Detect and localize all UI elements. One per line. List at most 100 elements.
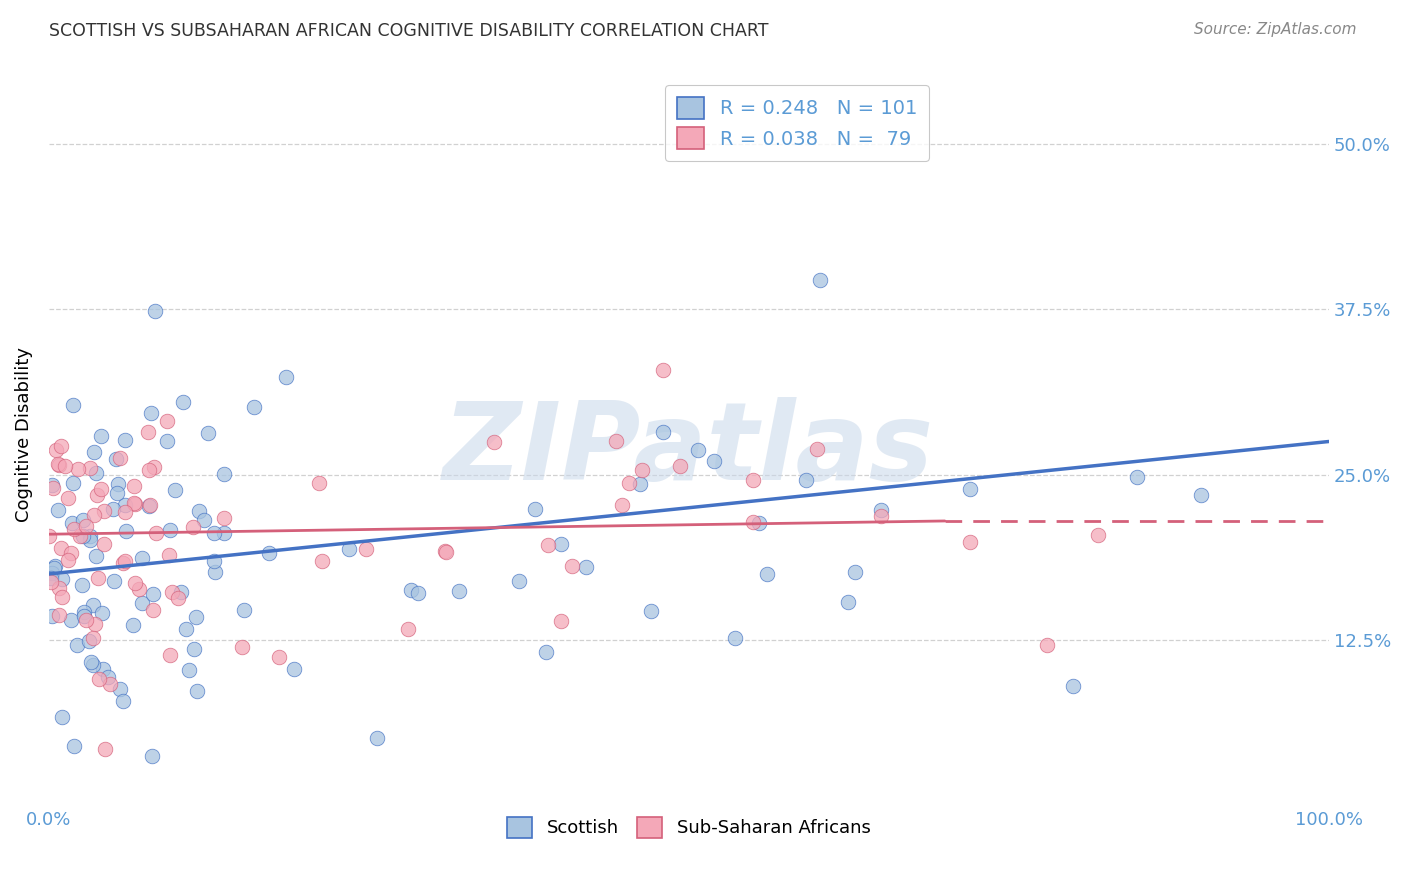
Point [141,749,163,764]
Point [84,467,107,481]
Point [534,645,557,659]
Point [844,565,866,579]
Point [62,398,84,412]
Point [354,541,377,556]
Point [66,462,89,476]
Point [257,546,280,560]
Point [408,586,430,600]
Point [131,550,153,565]
Point [46,502,69,516]
Point [79,528,101,542]
Text: Source: ZipAtlas.com: Source: ZipAtlas.com [1194,22,1357,37]
Point [157,549,180,563]
Point [63,522,86,536]
Point [159,523,181,537]
Point [41,608,63,623]
Point [311,554,333,568]
Point [90,428,112,442]
Point [91,606,114,620]
Point [183,642,205,657]
Point [396,622,419,636]
Point [60,613,83,627]
Point [142,587,165,601]
Point [652,425,675,440]
Point [197,426,219,441]
Point [58,491,80,505]
Point [243,400,266,414]
Point [143,459,166,474]
Point [141,406,163,420]
Text: ZIPatlas: ZIPatlas [443,397,935,503]
Point [143,304,166,318]
Point [605,434,627,448]
Point [174,623,197,637]
Point [111,556,134,570]
Point [72,529,94,543]
Point [869,502,891,516]
Point [46,458,69,472]
Point [202,525,225,540]
Point [688,442,710,457]
Point [1062,679,1084,693]
Point [70,578,93,592]
Point [83,508,105,522]
Point [156,414,179,428]
Point [39,575,62,590]
Point [575,559,598,574]
Point [433,544,456,558]
Point [1036,638,1059,652]
Point [276,369,298,384]
Point [94,741,117,756]
Point [107,476,129,491]
Point [82,658,104,673]
Point [41,477,63,491]
Point [114,554,136,568]
Point [177,663,200,677]
Point [231,640,253,655]
Point [186,609,208,624]
Point [93,504,115,518]
Point [84,617,107,632]
Point [114,504,136,518]
Point [1126,469,1149,483]
Legend: Scottish, Sub-Saharan Africans: Scottish, Sub-Saharan Africans [501,810,877,845]
Point [187,504,209,518]
Point [97,670,120,684]
Point [93,537,115,551]
Point [86,488,108,502]
Point [108,681,131,696]
Point [628,477,651,491]
Point [612,498,634,512]
Point [631,463,654,477]
Point [550,614,572,628]
Point [114,524,136,538]
Point [77,633,100,648]
Point [51,590,73,604]
Point [794,474,817,488]
Point [39,571,62,585]
Point [806,442,828,456]
Point [41,566,63,580]
Point [101,502,124,516]
Point [114,498,136,512]
Point [399,583,422,598]
Point [53,458,76,473]
Point [145,525,167,540]
Point [138,499,160,513]
Point [128,582,150,597]
Point [108,450,131,465]
Point [204,565,226,579]
Point [62,739,84,754]
Point [75,613,97,627]
Point [51,439,73,453]
Point [114,433,136,447]
Point [60,516,83,530]
Point [105,452,128,467]
Point [484,435,506,450]
Point [550,537,572,551]
Point [122,617,145,632]
Point [212,510,235,524]
Point [105,486,128,500]
Point [619,475,641,490]
Point [508,574,530,588]
